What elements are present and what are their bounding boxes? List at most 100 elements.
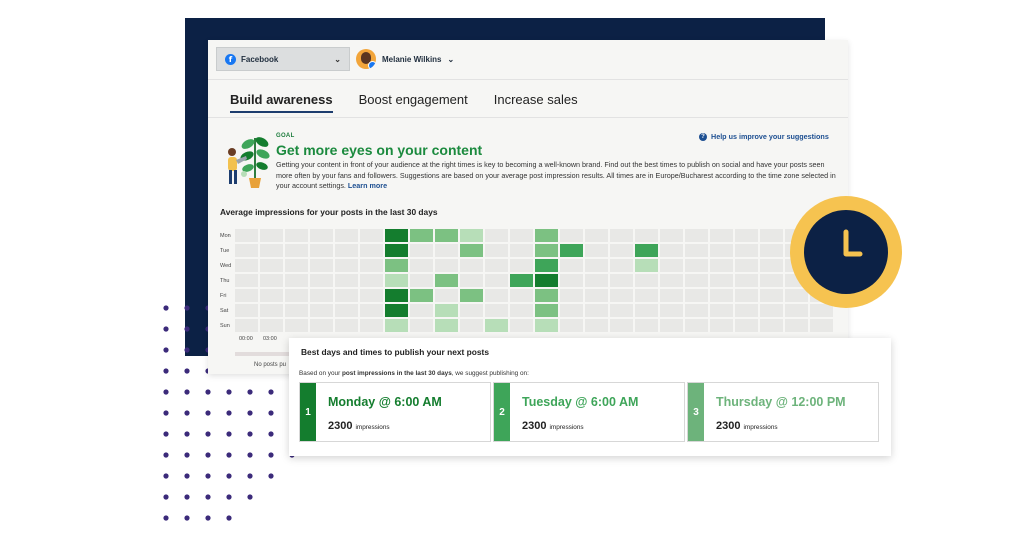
heatmap-cell[interactable] [285,289,308,302]
heatmap-cell[interactable] [335,229,358,242]
heatmap-cell[interactable] [260,274,283,287]
heatmap-cell[interactable] [260,319,283,332]
heatmap-cell[interactable] [410,274,433,287]
heatmap-cell[interactable] [310,244,333,257]
heatmap-cell[interactable] [685,274,708,287]
heatmap-cell[interactable] [360,319,383,332]
heatmap-cell[interactable] [685,244,708,257]
heatmap-cell[interactable] [660,304,683,317]
tab-boost-engagement[interactable]: Boost engagement [358,92,468,107]
heatmap-cell[interactable] [510,304,533,317]
suggested-slot[interactable]: 2 Tuesday @ 6:00 AM 2300 impressions [493,382,685,442]
heatmap-cell[interactable] [485,319,508,332]
heatmap-cell[interactable] [285,304,308,317]
heatmap-cell[interactable] [285,229,308,242]
heatmap-cell[interactable] [660,244,683,257]
heatmap-cell[interactable] [310,319,333,332]
heatmap-cell[interactable] [485,229,508,242]
heatmap-cell[interactable] [735,259,758,272]
heatmap-cell[interactable] [660,274,683,287]
heatmap-cell[interactable] [610,259,633,272]
heatmap-cell[interactable] [435,274,458,287]
heatmap-cell[interactable] [535,304,558,317]
heatmap-cell[interactable] [360,244,383,257]
heatmap-cell[interactable] [335,259,358,272]
heatmap-cell[interactable] [260,289,283,302]
heatmap-cell[interactable] [510,259,533,272]
heatmap-cell[interactable] [685,229,708,242]
heatmap-cell[interactable] [635,289,658,302]
heatmap-cell[interactable] [360,304,383,317]
heatmap-cell[interactable] [560,304,583,317]
heatmap-cell[interactable] [235,289,258,302]
heatmap-cell[interactable] [385,244,408,257]
heatmap-cell[interactable] [710,304,733,317]
heatmap-cell[interactable] [760,274,783,287]
heatmap-cell[interactable] [435,244,458,257]
heatmap-cell[interactable] [635,244,658,257]
heatmap-cell[interactable] [735,244,758,257]
heatmap-cell[interactable] [560,259,583,272]
heatmap-cell[interactable] [560,229,583,242]
heatmap-cell[interactable] [260,304,283,317]
heatmap-cell[interactable] [710,289,733,302]
heatmap-cell[interactable] [410,244,433,257]
heatmap-cell[interactable] [610,304,633,317]
heatmap-cell[interactable] [710,319,733,332]
heatmap-cell[interactable] [310,229,333,242]
heatmap-cell[interactable] [485,304,508,317]
heatmap-cell[interactable] [435,289,458,302]
help-improve-link[interactable]: ? Help us improve your suggestions [699,132,829,141]
heatmap-cell[interactable] [285,244,308,257]
heatmap-cell[interactable] [760,259,783,272]
heatmap-cell[interactable] [285,259,308,272]
heatmap-cell[interactable] [510,319,533,332]
heatmap-cell[interactable] [685,259,708,272]
heatmap-cell[interactable] [435,319,458,332]
heatmap-cell[interactable] [635,274,658,287]
heatmap-cell[interactable] [760,229,783,242]
heatmap-cell[interactable] [760,244,783,257]
heatmap-cell[interactable] [485,274,508,287]
heatmap-cell[interactable] [760,319,783,332]
heatmap-cell[interactable] [510,244,533,257]
heatmap-cell[interactable] [235,304,258,317]
heatmap-cell[interactable] [660,259,683,272]
heatmap-cell[interactable] [460,259,483,272]
heatmap-cell[interactable] [360,289,383,302]
heatmap-cell[interactable] [585,289,608,302]
heatmap-cell[interactable] [735,274,758,287]
heatmap-cell[interactable] [335,244,358,257]
heatmap-cell[interactable] [560,274,583,287]
heatmap-cell[interactable] [435,304,458,317]
heatmap-cell[interactable] [585,319,608,332]
heatmap-cell[interactable] [535,229,558,242]
heatmap-cell[interactable] [585,274,608,287]
heatmap-cell[interactable] [310,274,333,287]
heatmap-cell[interactable] [485,244,508,257]
heatmap-cell[interactable] [660,289,683,302]
heatmap-cell[interactable] [635,304,658,317]
heatmap-cell[interactable] [385,274,408,287]
heatmap-cell[interactable] [510,229,533,242]
heatmap-cell[interactable] [560,244,583,257]
heatmap-cell[interactable] [485,289,508,302]
account-selector[interactable]: f Facebook ⌄ [216,47,350,71]
heatmap-cell[interactable] [510,274,533,287]
heatmap-cell[interactable] [535,259,558,272]
heatmap-cell[interactable] [460,274,483,287]
heatmap-cell[interactable] [385,289,408,302]
heatmap-cell[interactable] [585,304,608,317]
heatmap-cell[interactable] [710,259,733,272]
heatmap-cell[interactable] [610,289,633,302]
heatmap-cell[interactable] [510,289,533,302]
heatmap-cell[interactable] [435,229,458,242]
heatmap-cell[interactable] [635,319,658,332]
heatmap-cell[interactable] [460,319,483,332]
heatmap-cell[interactable] [360,229,383,242]
heatmap-cell[interactable] [560,289,583,302]
heatmap-cell[interactable] [535,319,558,332]
heatmap-cell[interactable] [435,259,458,272]
heatmap-cell[interactable] [360,259,383,272]
heatmap-cell[interactable] [385,319,408,332]
